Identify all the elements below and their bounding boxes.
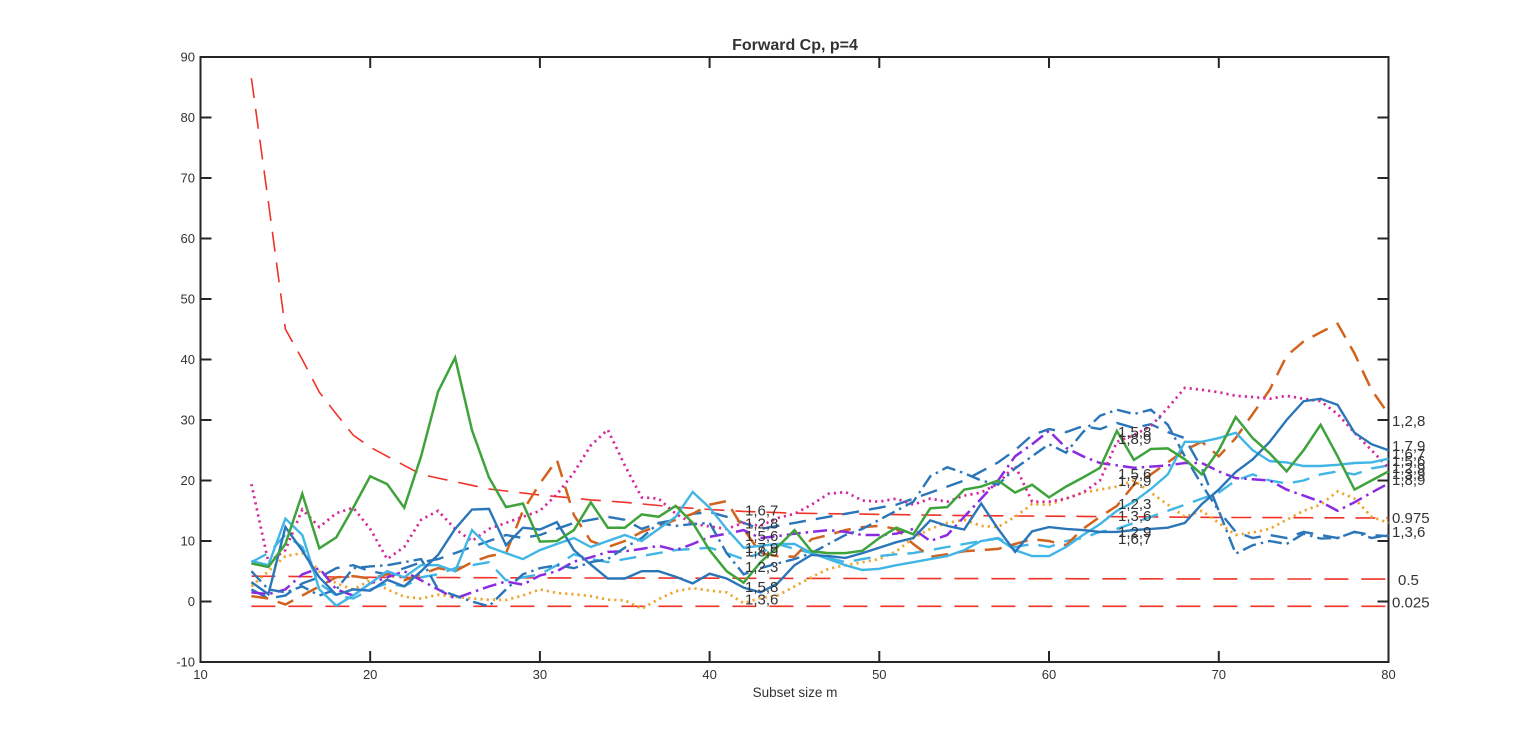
svg-text:1,6,7: 1,6,7 (745, 503, 778, 520)
svg-text:1,6,7: 1,6,7 (1392, 446, 1425, 463)
svg-text:1,5,8: 1,5,8 (745, 579, 778, 596)
svg-text:-10: -10 (176, 655, 195, 670)
svg-text:1,8,9: 1,8,9 (1118, 431, 1151, 448)
svg-text:0: 0 (188, 594, 195, 609)
svg-text:1,5,6: 1,5,6 (1392, 453, 1425, 470)
svg-text:1,5,8: 1,5,8 (1118, 424, 1151, 441)
svg-text:1,2,9: 1,2,9 (1392, 460, 1425, 477)
svg-text:60: 60 (1042, 667, 1056, 682)
svg-text:Subset size m: Subset size m (753, 685, 838, 700)
svg-text:60: 60 (181, 231, 195, 246)
svg-text:0.975: 0.975 (1392, 510, 1430, 527)
svg-text:1,3,6: 1,3,6 (1118, 508, 1151, 525)
svg-text:1,2,8: 1,2,8 (745, 516, 778, 533)
svg-text:1,8,9: 1,8,9 (745, 544, 778, 561)
svg-text:20: 20 (363, 667, 377, 682)
svg-text:1,7,9: 1,7,9 (1392, 438, 1425, 455)
svg-text:0.025: 0.025 (1392, 595, 1430, 612)
svg-text:70: 70 (1212, 667, 1226, 682)
svg-text:1,6,7: 1,6,7 (1118, 531, 1151, 548)
svg-text:1,5,6: 1,5,6 (1118, 466, 1151, 483)
svg-text:30: 30 (533, 667, 547, 682)
svg-text:50: 50 (872, 667, 886, 682)
svg-text:1,7,9: 1,7,9 (1118, 473, 1151, 490)
svg-text:80: 80 (1381, 667, 1395, 682)
svg-text:0.5: 0.5 (1398, 572, 1419, 589)
svg-text:1,2,8: 1,2,8 (1392, 413, 1425, 430)
svg-text:1,2,3: 1,2,3 (1118, 496, 1151, 513)
svg-text:1,7,9: 1,7,9 (745, 540, 778, 557)
svg-text:1,2,3: 1,2,3 (745, 559, 778, 576)
svg-text:20: 20 (181, 473, 195, 488)
svg-text:80: 80 (181, 110, 195, 125)
svg-text:1,2,9: 1,2,9 (1118, 524, 1151, 541)
svg-text:40: 40 (181, 352, 195, 367)
svg-text:40: 40 (702, 667, 716, 682)
svg-text:1,3,9: 1,3,9 (1392, 466, 1425, 483)
svg-text:Forward Cp, p=4: Forward Cp, p=4 (732, 37, 858, 54)
svg-text:10: 10 (181, 534, 195, 549)
svg-text:1,5,6: 1,5,6 (745, 528, 778, 545)
svg-text:1,3,6: 1,3,6 (745, 592, 778, 609)
svg-text:90: 90 (181, 50, 195, 65)
svg-text:50: 50 (181, 292, 195, 307)
svg-text:1,3,6: 1,3,6 (1392, 524, 1425, 541)
svg-text:70: 70 (181, 171, 195, 186)
svg-text:30: 30 (181, 413, 195, 428)
svg-text:1,8,9: 1,8,9 (1392, 472, 1425, 489)
svg-text:10: 10 (193, 667, 207, 682)
